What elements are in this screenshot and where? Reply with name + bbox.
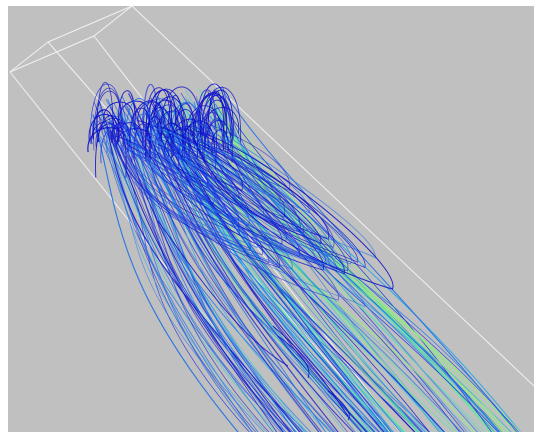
- streamline: [192, 114, 475, 432]
- streamline: [145, 87, 171, 132]
- streamline: [152, 124, 330, 267]
- streamline: [173, 101, 430, 432]
- streamline: [110, 119, 216, 203]
- streamline: [277, 335, 310, 379]
- streamline: [217, 87, 503, 432]
- streamline: [96, 82, 114, 143]
- streamline: [207, 90, 225, 151]
- streamline: [193, 101, 463, 432]
- streamline: [160, 86, 202, 138]
- streamline: [184, 137, 286, 218]
- streamline-bundle: [87, 82, 522, 432]
- bbox-edge: [9, 41, 49, 73]
- streamline: [136, 116, 240, 200]
- streamline: [272, 325, 349, 417]
- streamline: [129, 120, 327, 432]
- streamline: [170, 127, 334, 257]
- streamline: [107, 132, 277, 432]
- streamline: [107, 99, 286, 432]
- streamline: [143, 102, 363, 432]
- streamline: [90, 123, 254, 432]
- streamline: [113, 103, 287, 432]
- streamline: [156, 123, 345, 275]
- bbox-edge: [131, 6, 534, 387]
- streamline: [176, 103, 195, 137]
- streamline-scene[interactable]: [8, 6, 534, 432]
- streamline: [133, 136, 339, 301]
- streamline: [98, 108, 268, 432]
- streamline: [112, 115, 292, 432]
- streamline: [157, 129, 379, 432]
- streamline: [108, 120, 296, 432]
- streamline: [107, 131, 263, 256]
- streamline: [202, 120, 376, 259]
- streamline: [194, 92, 232, 149]
- streamline: [128, 113, 160, 157]
- streamline: [160, 145, 300, 257]
- bbox-edge: [9, 35, 95, 73]
- streamline: [109, 131, 280, 269]
- streamline: [182, 122, 359, 263]
- streamline: [198, 142, 352, 265]
- streamline: [176, 134, 349, 272]
- streamline: [225, 106, 512, 432]
- streamline: [115, 140, 270, 264]
- streamline: [185, 123, 430, 432]
- streamline: [90, 83, 124, 145]
- streamline: [106, 126, 301, 432]
- streamline: [134, 100, 165, 125]
- streamline: [96, 90, 122, 133]
- streamline: [206, 103, 471, 432]
- streamline: [214, 116, 509, 432]
- streamline: [191, 128, 366, 269]
- streamline: [129, 107, 152, 144]
- bbox-edge: [93, 6, 133, 37]
- streamline: [197, 89, 216, 130]
- streamline: [109, 107, 291, 432]
- streamline: [142, 115, 346, 432]
- streamline: [133, 123, 151, 161]
- streamline: [100, 128, 265, 432]
- streamline: [117, 90, 136, 130]
- streamline: [130, 116, 324, 271]
- bbox-edge: [47, 6, 133, 43]
- streamline: [109, 129, 284, 432]
- streamline: [123, 142, 279, 267]
- streamline: [106, 116, 129, 153]
- streamline: [177, 124, 424, 432]
- streamline: [126, 105, 312, 432]
- streamline: [327, 390, 350, 421]
- streamline: [92, 114, 239, 432]
- streamline: [157, 220, 289, 367]
- render-canvas[interactable]: [8, 6, 534, 432]
- streamline: [94, 128, 253, 432]
